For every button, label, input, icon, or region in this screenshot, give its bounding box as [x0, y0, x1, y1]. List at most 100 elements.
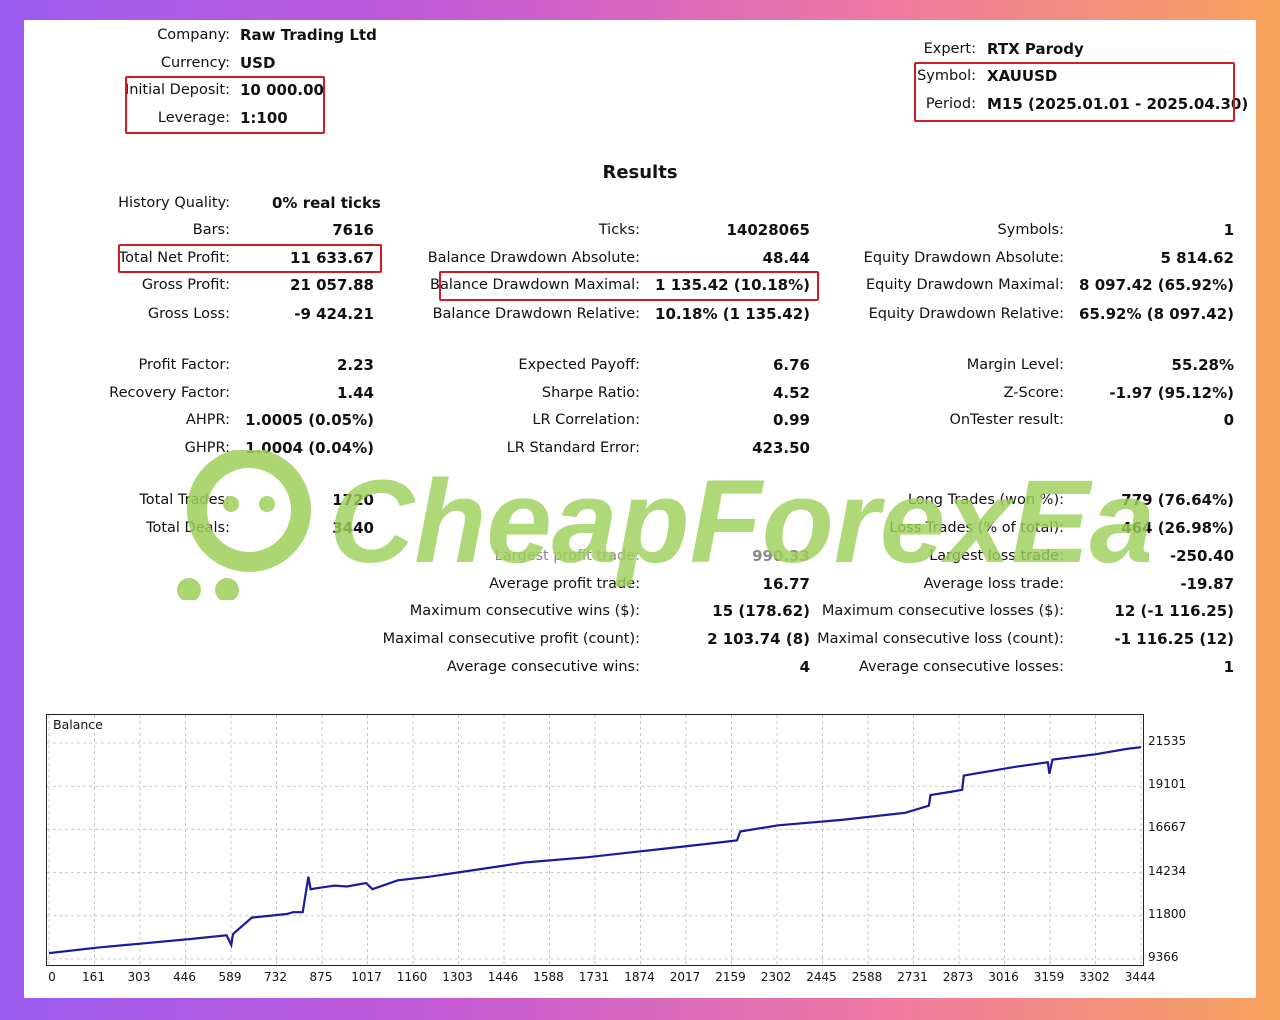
average-consecutive-losses-value: 1	[1223, 658, 1234, 676]
x-tick-label: 1588	[533, 970, 564, 984]
x-tick-label: 875	[309, 970, 333, 984]
results-heading: Results	[602, 162, 678, 183]
x-tick-label: 1731	[578, 970, 610, 984]
y-tick-label: 16667	[1148, 820, 1187, 835]
y-tick-label: 19101	[1148, 777, 1187, 792]
y-tick-label: 21535	[1148, 734, 1187, 748]
symbols-value: 1	[1223, 221, 1234, 239]
largest-loss-value: -250.40	[1169, 547, 1234, 565]
lr-correlation-value: 0.99	[772, 411, 810, 429]
company-label: Company:	[157, 27, 230, 43]
largest-loss-label: Largest loss trade:	[929, 548, 1064, 564]
x-tick-label: 2873	[942, 970, 974, 984]
x-tick-label: 2017	[669, 970, 701, 984]
ghpr-value: 1.0004 (0.04%)	[245, 439, 374, 457]
lr-standard-error-value: 423.50	[752, 439, 810, 457]
maximal-consecutive-profit-label: Maximal consecutive profit (count):	[382, 631, 640, 647]
z-score-label: Z-Score:	[1003, 385, 1064, 401]
y-tick-label: 14234	[1148, 863, 1187, 878]
loss-trades-value: 464 (26.98%)	[1121, 519, 1234, 537]
balance-dd-relative-value: 10.18% (1 135.42)	[655, 305, 810, 323]
net-profit-value: 11 633.67	[290, 249, 374, 267]
x-tick-label: 732	[264, 970, 287, 984]
max-consecutive-wins-label: Maximum consecutive wins ($):	[409, 603, 640, 619]
sharpe-ratio-value: 4.52	[772, 384, 810, 402]
balance-dd-highlight-box	[439, 271, 819, 301]
x-tick-label: 303	[127, 970, 151, 984]
symbol-value: XAUUSD	[987, 67, 1058, 85]
expected-payoff-label: Expected Payoff:	[518, 357, 640, 373]
equity-dd-relative-label: Equity Drawdown Relative:	[868, 306, 1064, 322]
y-tick-label: 9366	[1148, 950, 1179, 964]
balance-dd-absolute-label: Balance Drawdown Absolute:	[427, 250, 640, 266]
company-value: Raw Trading Ltd	[240, 26, 377, 44]
x-tick-label: 161	[82, 970, 105, 984]
average-loss-value: -19.87	[1180, 575, 1234, 593]
average-profit-label: Average profit trade:	[489, 576, 640, 592]
x-tick-label: 2588	[851, 970, 883, 984]
ahpr-label: AHPR:	[185, 412, 230, 428]
history-quality-label: History Quality:	[118, 195, 230, 211]
average-consecutive-wins-value: 4	[799, 658, 810, 676]
total-trades-value: 1720	[332, 491, 374, 509]
equity-dd-relative-value: 65.92% (8 097.42)	[1079, 305, 1234, 323]
x-tick-label: 1160	[396, 970, 428, 984]
profit-factor-value: 2.23	[336, 356, 374, 374]
lr-correlation-label: LR Correlation:	[532, 412, 640, 428]
history-quality-value: 0% real ticks	[272, 194, 381, 212]
z-score-value: -1.97 (95.12%)	[1109, 384, 1234, 402]
maximal-consecutive-profit-value: 2 103.74 (8)	[707, 630, 810, 648]
equity-dd-absolute-value: 5 814.62	[1160, 249, 1234, 267]
largest-profit-value: 990.33	[752, 547, 810, 565]
balance-chart: Balance	[46, 714, 1144, 966]
x-tick-label: 1874	[624, 970, 655, 984]
x-tick-label: 2445	[806, 970, 837, 984]
bars-value: 7616	[332, 221, 374, 239]
gross-loss-label: Gross Loss:	[147, 306, 230, 322]
x-tick-label: 3444	[1124, 970, 1156, 984]
balance-dd-maximal-value: 1 135.42 (10.18%)	[655, 276, 810, 294]
currency-value: USD	[240, 54, 276, 72]
balance-chart-plot	[47, 715, 1142, 964]
x-tick-label: 3302	[1079, 970, 1110, 984]
x-tick-label: 589	[218, 970, 242, 984]
lr-standard-error-label: LR Standard Error:	[506, 440, 640, 456]
x-tick-label: 1446	[487, 970, 519, 984]
gross-loss-value: -9 424.21	[294, 305, 374, 323]
average-loss-label: Average loss trade:	[923, 576, 1064, 592]
y-tick-label: 11800	[1148, 906, 1187, 921]
maximal-consecutive-loss-value: -1 116.25 (12)	[1114, 630, 1234, 648]
x-tick-label: 0	[48, 970, 56, 984]
x-tick-label: 3159	[1033, 970, 1065, 984]
expected-payoff-value: 6.76	[772, 356, 810, 374]
ghpr-label: GHPR:	[184, 440, 230, 456]
gross-profit-value: 21 057.88	[290, 276, 374, 294]
max-consecutive-wins-value: 15 (178.62)	[712, 602, 810, 620]
x-tick-label: 1303	[442, 970, 473, 984]
total-deals-value: 3440	[332, 519, 374, 537]
loss-trades-label: Loss Trades (% of total):	[889, 520, 1064, 536]
symbols-label: Symbols:	[997, 222, 1064, 238]
x-tick-label: 2302	[760, 970, 792, 984]
ontester-value: 0	[1223, 411, 1234, 429]
balance-dd-absolute-value: 48.44	[762, 249, 810, 267]
expert-label: Expert:	[923, 41, 976, 57]
currency-label: Currency:	[160, 55, 230, 71]
ticks-label: Ticks:	[598, 222, 640, 238]
ticks-value: 14028065	[726, 221, 811, 239]
margin-level-value: 55.28%	[1171, 356, 1234, 374]
ahpr-value: 1.0005 (0.05%)	[245, 411, 374, 429]
leverage-value: 1:100	[240, 109, 288, 127]
x-tick-label: 2731	[897, 970, 928, 984]
ontester-label: OnTester result:	[949, 412, 1064, 428]
equity-dd-maximal-label: Equity Drawdown Maximal:	[866, 277, 1064, 293]
average-profit-value: 16.77	[762, 575, 810, 593]
x-tick-label: 1017	[351, 970, 382, 984]
report-panel: Company: Raw Trading Ltd Currency: USD I…	[24, 20, 1256, 998]
symbol-label: Symbol:	[917, 68, 976, 84]
symbol-period-highlight-box	[914, 62, 1235, 122]
balance-dd-relative-label: Balance Drawdown Relative:	[432, 306, 640, 322]
balance-dd-maximal-label: Balance Drawdown Maximal:	[430, 277, 640, 293]
long-trades-label: Long Trades (won %):	[907, 492, 1064, 508]
expert-value: RTX Parody	[987, 40, 1084, 58]
